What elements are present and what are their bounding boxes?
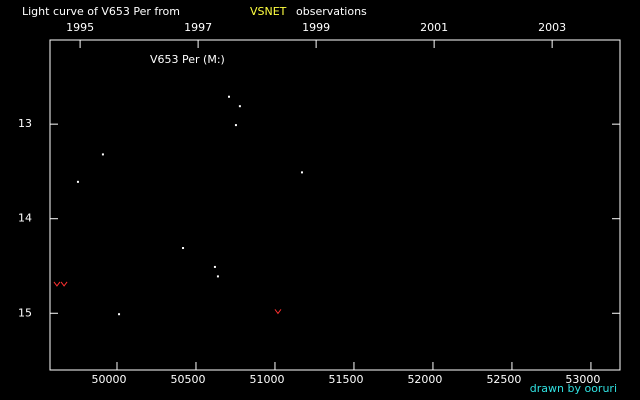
y-tick-label: 15 <box>18 306 32 319</box>
chart-title: Light curve of V653 Per from <box>22 5 180 18</box>
upper-limit-mark <box>53 281 61 287</box>
data-point <box>213 265 216 268</box>
data-point <box>118 313 121 316</box>
x-tick-label: 53000 <box>565 373 600 386</box>
data-point <box>238 105 241 108</box>
chart-title-end: observations <box>296 5 367 18</box>
data-point <box>76 180 79 183</box>
x-tick-label: 52000 <box>407 373 442 386</box>
data-point <box>101 153 104 156</box>
upper-limit-mark <box>60 281 68 287</box>
plot-frame <box>49 39 621 371</box>
star-label: V653 Per (M:) <box>150 53 225 66</box>
data-point <box>227 95 230 98</box>
y-tick-label: 14 <box>18 212 32 225</box>
data-point <box>216 275 219 278</box>
data-point <box>234 124 237 127</box>
x-tick-label: 51500 <box>328 373 363 386</box>
x2-tick-label: 2001 <box>420 21 448 34</box>
y-tick-label: 13 <box>18 117 32 130</box>
x-tick-label: 50500 <box>170 373 205 386</box>
x2-tick-label: 2003 <box>538 21 566 34</box>
data-point <box>182 247 185 250</box>
chart-title-highlight: VSNET <box>250 5 287 18</box>
x2-tick-label: 1997 <box>184 21 212 34</box>
credit: drawn by ooruri <box>530 382 617 395</box>
data-point <box>300 171 303 174</box>
x-tick-label: 51000 <box>249 373 284 386</box>
x-tick-label: 52500 <box>486 373 521 386</box>
x-tick-label: 50000 <box>91 373 126 386</box>
x2-tick-label: 1995 <box>66 21 94 34</box>
upper-limit-mark <box>274 309 282 315</box>
x2-tick-label: 1999 <box>302 21 330 34</box>
